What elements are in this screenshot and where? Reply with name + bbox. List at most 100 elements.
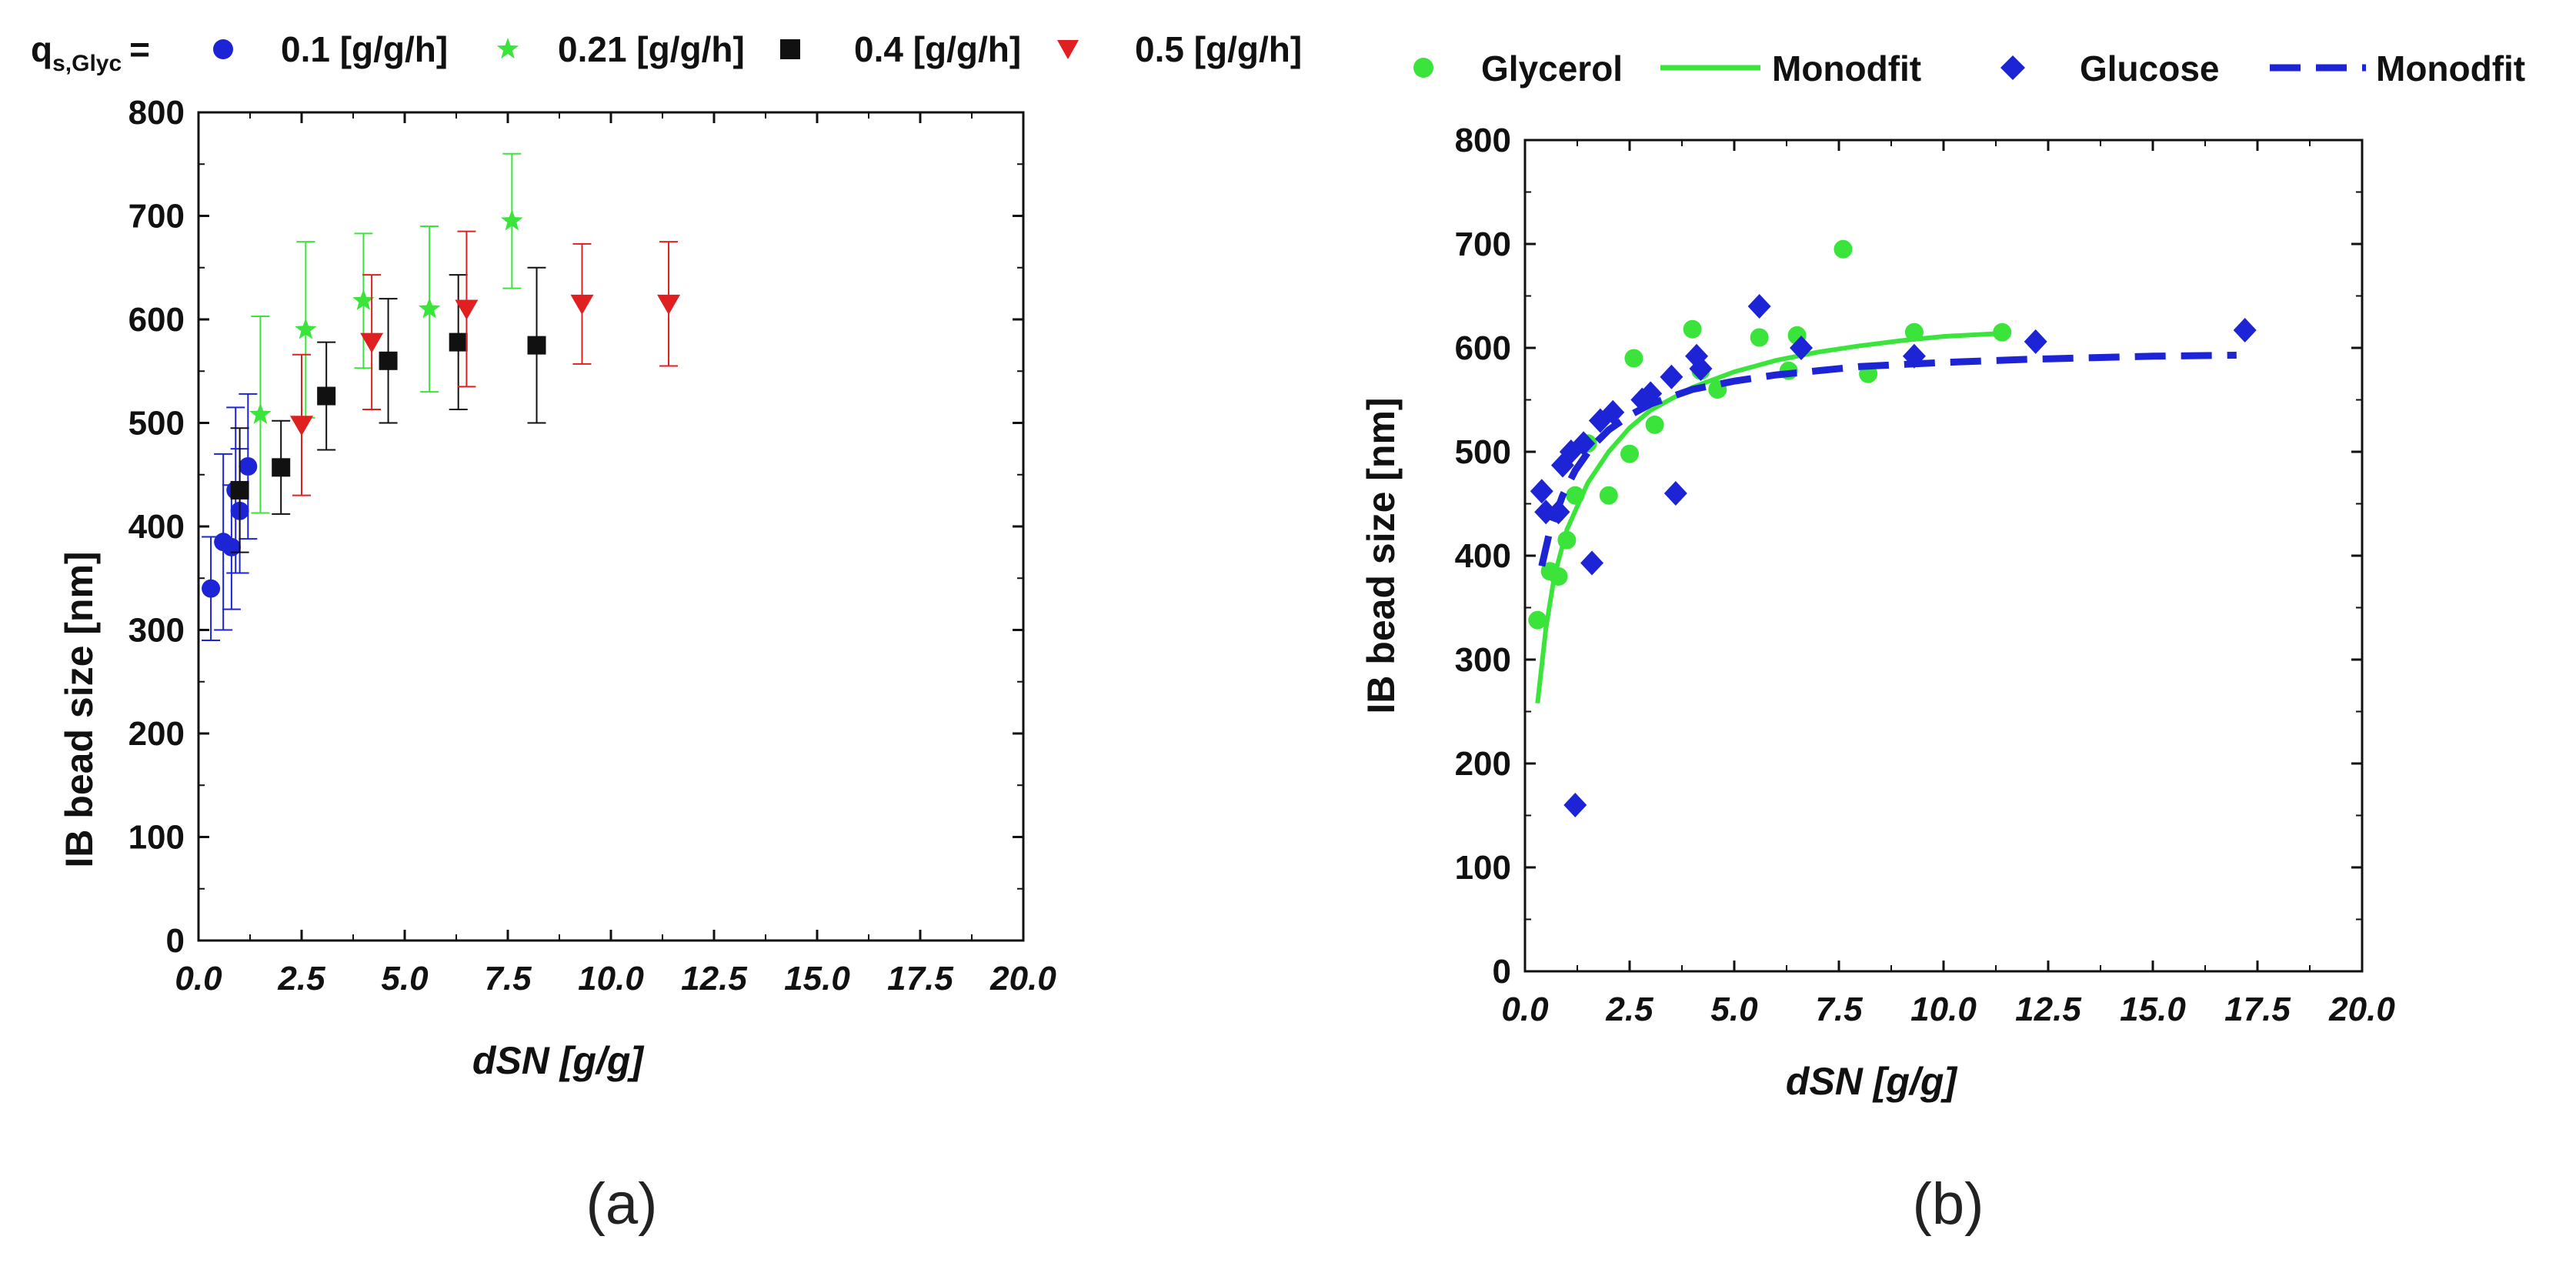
data-point [1993,322,2012,342]
data-point [249,403,272,424]
data-point [272,458,291,477]
data-point [1601,399,1625,425]
data-point [1689,356,1713,381]
plot-frame-a [197,111,1025,942]
x-tick-label-b: 0.0 [1501,991,1549,1028]
data-point [379,351,398,370]
data-point [317,386,336,406]
legend-b-label-1: Monodfit [1772,48,1921,89]
series-b-1 [1535,331,2003,704]
panel-label-a: (a) [586,1171,658,1237]
data-point [1624,349,1643,368]
legend-a-item-2: 0.4 [g/g/h] [780,29,1021,69]
data-point [1645,415,1664,434]
data-point [1559,439,1583,464]
x-tick-label-b: 20.0 [2328,991,2395,1028]
y-tick-label-a: 300 [128,612,185,650]
ylabel-a: IB bead size [nm] [58,551,101,867]
data-point [352,289,375,310]
data-point [2024,329,2047,354]
legend-a-label-1: 0.21 [g/g/h] [558,29,745,69]
y-tick-label-a: 500 [128,405,185,443]
legend-b-item-1: Monodfit [1660,48,1921,89]
data-point [1663,481,1687,506]
legend-a-title: qs,Glyc = [31,29,150,76]
legend-a-label-3: 0.5 [g/g/h] [1135,29,1302,69]
legend-a-label-0: 0.1 [g/g/h] [281,29,448,69]
x-tick-label-a: 20.0 [989,960,1056,997]
y-tick-label-b: 700 [1455,226,1511,263]
chart-b: Glycerol Monodfit Glucose Monodfit IB be… [1360,48,2525,1237]
plot-frame-b [1523,139,2364,973]
data-point [449,332,468,352]
y-tick-label-b: 600 [1455,329,1511,367]
legend-a-item-1: 0.21 [g/g/h] [496,29,745,69]
x-tick-label-a: 17.5 [887,960,953,997]
data-point [360,332,384,353]
x-tick-label-a: 10.0 [578,960,644,997]
y-tick-label-b: 200 [1455,745,1511,783]
data-point [1528,610,1547,630]
y-tick-label-b: 0 [1493,953,1511,991]
data-point [501,209,523,231]
data-point [1747,294,1771,319]
legend-a-item-0: 0.1 [g/g/h] [213,29,448,69]
data-point [455,299,479,320]
x-tick-label-a: 2.5 [277,960,325,997]
fit-line [1535,331,2003,704]
series-a-0 [202,393,258,641]
data-point [290,416,313,436]
data-point [1660,364,1683,389]
legend-a-marker-circle [213,39,233,59]
x-tick-label-b: 15.0 [2120,991,2186,1028]
data-point [570,294,594,315]
legend-a-marker-triangle [1057,40,1079,59]
x-tick-label-b: 5.0 [1710,991,1758,1028]
x-tick-label-a: 7.5 [484,960,532,997]
series-a-1 [249,152,523,514]
data-point [1530,479,1553,504]
y-tick-label-a: 700 [128,198,185,236]
data-point [202,579,221,598]
x-tick-label-b: 17.5 [2224,991,2291,1028]
legend-b-label-3: Monodfit [2376,48,2525,89]
data-point [2233,318,2257,343]
y-tick-label-a: 100 [128,819,185,857]
data-point [1750,328,1769,347]
data-point [1683,319,1702,339]
data-point [239,456,258,476]
legend-a-item-3: 0.5 [g/g/h] [1057,29,1302,69]
legend-b-item-2: Glucose [2000,48,2220,89]
y-tick-label-b: 100 [1455,849,1511,887]
y-tick-label-b: 400 [1455,537,1511,575]
y-tick-label-b: 300 [1455,641,1511,679]
x-tick-label-a: 0.0 [175,960,222,997]
legend-a: qs,Glyc = 0.1 [g/g/h] 0.21 [g/g/h] 0.4 [g… [31,29,1302,76]
x-tick-label-a: 15.0 [784,960,850,997]
x-tick-label-b: 10.0 [1910,991,1977,1028]
data-point [1834,239,1853,259]
legend-b-label-0: Glycerol [1481,48,1623,89]
y-tick-label-a: 200 [128,715,185,753]
y-tick-label-a: 0 [166,922,185,960]
legend-b-item-3: Monodfit [2270,48,2525,89]
legend-b-item-0: Glycerol [1413,48,1623,89]
series-a-2 [230,266,546,553]
data-point [1572,431,1596,456]
y-tick-label-a: 800 [128,94,185,132]
data-point [657,294,681,315]
x-tick-label-b: 7.5 [1815,991,1863,1028]
legend-a-label-2: 0.4 [g/g/h] [854,29,1021,69]
legend-b-label-2: Glucose [2080,48,2220,89]
data-point [527,336,546,355]
x-tick-label-b: 12.5 [2015,991,2081,1028]
xlabel-b: dSN [g/g] [1786,1060,1959,1103]
legend-a-marker-square [780,39,800,59]
data-point [295,318,317,339]
legend-b-marker-circle [1413,58,1433,78]
legend-b-marker-diamond [2000,55,2025,80]
xlabel-a: dSN [g/g] [472,1039,646,1082]
x-tick-label-a: 5.0 [381,960,429,997]
data-point [1639,381,1663,406]
